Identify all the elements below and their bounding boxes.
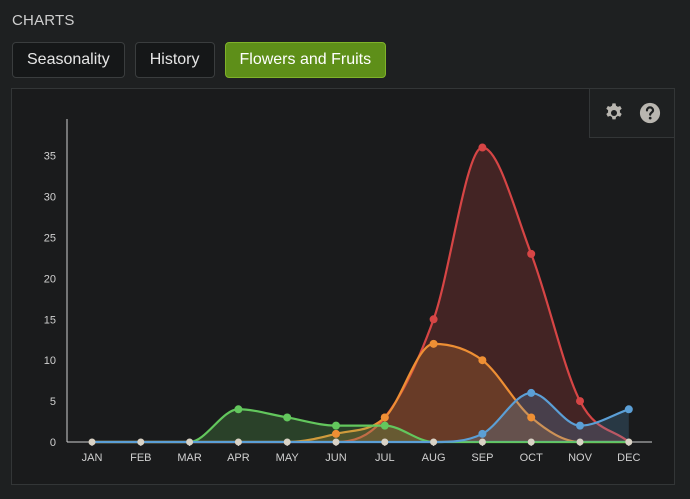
x-tick-label: OCT [520, 452, 544, 464]
zero-point-marker [186, 438, 194, 446]
chart-panel: 0 5 10 15 20 25 30 35 JAN FEB MAR APR MAY JUN JUL AUG SE… [11, 88, 675, 485]
x-tick-label: SEP [471, 452, 493, 464]
data-point-orange [478, 356, 487, 365]
zero-point-marker [527, 438, 535, 446]
charts-section-title: CHARTS [12, 12, 75, 29]
x-tick-label: JUN [325, 452, 346, 464]
data-point-orange [527, 413, 536, 422]
tab-seasonality[interactable]: Seasonality [12, 42, 125, 78]
flowers-fruits-chart: 0 5 10 15 20 25 30 35 JAN FEB MAR APR MAY JUN JUL AUG SE… [44, 119, 652, 464]
x-tick-label: AUG [422, 452, 446, 464]
series-orange-area [92, 343, 629, 442]
x-tick-label: NOV [568, 452, 593, 464]
data-point-red [478, 143, 487, 152]
x-tick-label: FEB [130, 452, 151, 464]
data-point-orange [380, 413, 389, 422]
zero-point-marker [137, 438, 145, 446]
y-tick-label: 30 [44, 192, 56, 204]
data-point-red [576, 397, 584, 406]
data-point-blue [478, 429, 487, 438]
x-tick-label: MAR [177, 452, 202, 464]
data-point-blue [624, 405, 633, 414]
settings-button[interactable] [601, 100, 627, 126]
tab-flowers-and-fruits[interactable]: Flowers and Fruits [224, 42, 387, 78]
gear-icon [605, 103, 622, 120]
x-tick-label: JUL [375, 452, 395, 464]
chart-toolbar [589, 89, 674, 138]
data-point-green [380, 421, 389, 430]
x-tick-label: DEC [617, 452, 640, 464]
x-tick-label: APR [227, 452, 250, 464]
y-tick-label: 35 [44, 151, 56, 163]
help-button[interactable] [637, 100, 663, 126]
data-point-red [527, 249, 536, 258]
zero-point-marker [478, 438, 486, 446]
zero-point-marker [430, 438, 438, 446]
y-tick-label: 10 [44, 355, 56, 367]
chart-tabs: Seasonality History Flowers and Fruits [12, 42, 387, 78]
zero-point-marker [234, 438, 242, 446]
series-blue-area [92, 392, 629, 442]
series-red-area [92, 147, 629, 442]
y-tick-label: 5 [50, 396, 56, 408]
x-tick-label: JAN [82, 452, 103, 464]
question-circle-icon [640, 102, 661, 124]
data-point-orange [332, 429, 340, 438]
data-point-orange [429, 339, 438, 348]
data-point-green [234, 405, 243, 414]
y-tick-label: 20 [44, 273, 56, 285]
tab-history[interactable]: History [134, 42, 215, 78]
zero-point-marker [381, 438, 389, 446]
zero-point-marker [576, 438, 584, 446]
zero-point-marker [283, 438, 291, 446]
x-tick-label: MAY [276, 452, 300, 464]
zero-point-marker [88, 438, 96, 446]
data-point-red [429, 315, 438, 324]
y-tick-label: 15 [44, 314, 56, 326]
zero-point-marker [625, 438, 633, 446]
data-point-blue [527, 388, 536, 397]
data-point-green [283, 413, 292, 422]
y-tick-label: 25 [44, 233, 56, 245]
zero-point-marker [332, 438, 340, 446]
data-point-blue [576, 421, 584, 430]
data-point-green [332, 421, 340, 430]
y-tick-label: 0 [50, 437, 56, 449]
